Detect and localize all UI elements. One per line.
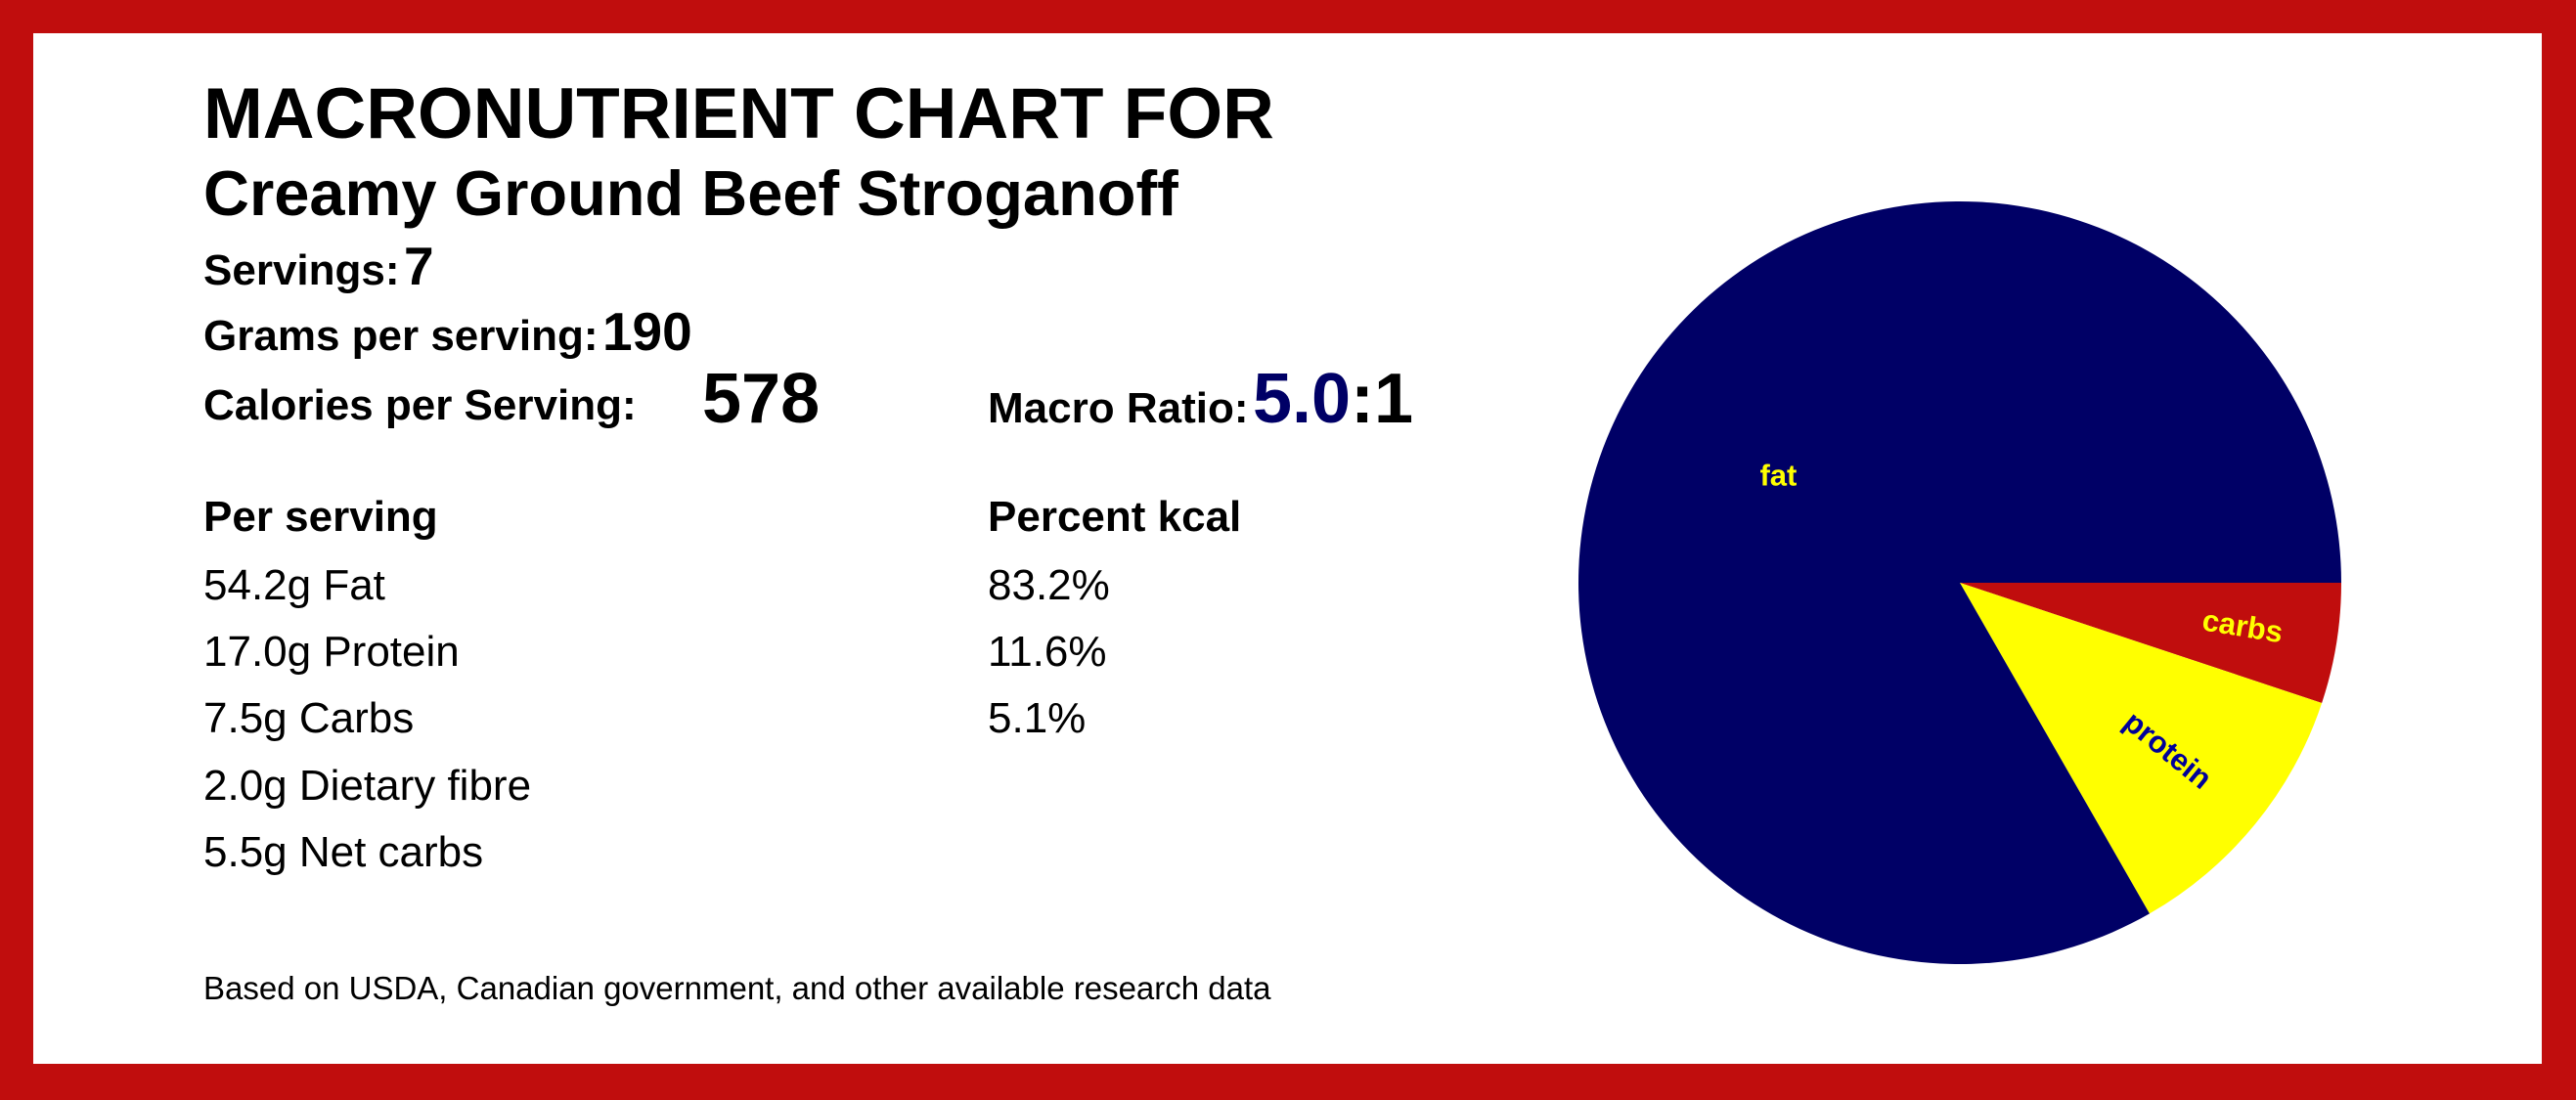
source-footnote: Based on USDA, Canadian government, and … [203, 970, 1271, 1006]
per-serving-carbs: 7.5g Carbs [203, 694, 415, 742]
calories-label: Calories per Serving: [203, 381, 637, 429]
macro-ratio-row: Macro Ratio: 5.0:1 [988, 364, 1413, 434]
servings-value: 7 [403, 236, 434, 296]
macro-ratio-suffix: :1 [1351, 360, 1414, 438]
pie-slice-carbs [1960, 583, 2341, 703]
grams-value: 190 [601, 301, 692, 362]
pie-label-fat: fat [1759, 459, 1797, 493]
calories-value: 578 [702, 360, 821, 438]
pie-slice-protein [1960, 583, 2323, 914]
per-serving-fibre: 2.0g Dietary fibre [203, 762, 532, 810]
percent-fat: 83.2% [988, 561, 1110, 609]
macro-ratio-value: 5.0 [1252, 360, 1352, 438]
per-serving-header: Per serving [203, 493, 438, 541]
grams-row: Grams per serving: 190 [203, 305, 692, 359]
servings-row: Servings: 7 [203, 240, 434, 293]
per-serving-fat: 54.2g Fat [203, 561, 385, 609]
per-serving-net-carbs: 5.5g Net carbs [203, 828, 484, 876]
pie-slice-fat [1578, 201, 2341, 965]
recipe-name: Creamy Ground Beef Stroganoff [203, 157, 1178, 229]
macro-ratio-label: Macro Ratio: [988, 384, 1249, 432]
per-serving-protein: 17.0g Protein [203, 628, 460, 676]
percent-kcal-header: Percent kcal [988, 493, 1242, 541]
percent-protein: 11.6% [988, 628, 1107, 676]
percent-carbs: 5.1% [988, 694, 1087, 742]
grams-label: Grams per serving: [203, 312, 599, 360]
chart-title: MACRONUTRIENT CHART FOR [203, 74, 1274, 154]
servings-label: Servings: [203, 246, 400, 294]
